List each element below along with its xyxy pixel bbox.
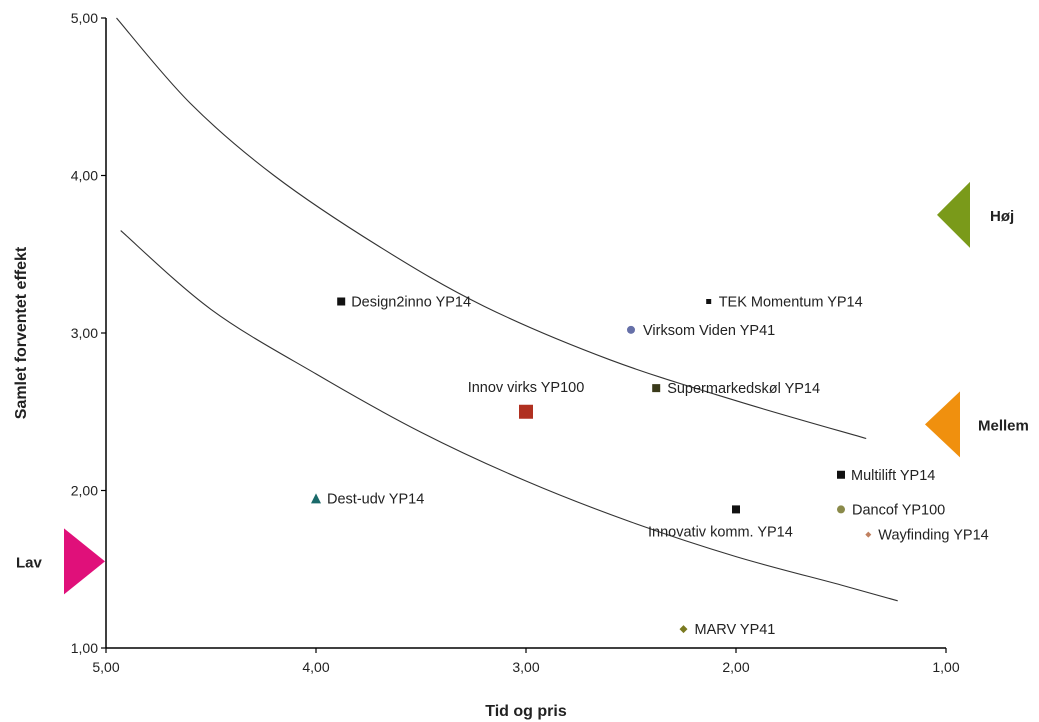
data-point-label: Design2inno YP14 [351,295,471,311]
region-høj-triangle [937,181,970,248]
tick-marks: 1,00 2,00 3,00 4,00 5,00 5,00 4,00 3,00 2,00 1,00 [71,10,960,675]
data-point-marker [865,531,872,538]
data-point-marker [732,505,740,514]
data-point-label: Innov virks YP100 [468,380,585,396]
data-point-label: Multilift YP14 [851,468,935,484]
data-point-marker [837,470,845,479]
threshold-curves [116,17,898,602]
data-points: Design2inno YP14 TEK Momentum YP14 Virksom… [311,295,989,638]
data-point-marker [337,297,346,306]
region-mellem-triangle [925,391,960,458]
x-axis-title: Tid og pris [485,703,567,720]
x-tick-label: 5,00 [92,659,119,675]
lower-threshold-curve [120,230,898,602]
x-tick-label: 2,00 [722,659,749,675]
data-point-marker [837,505,845,514]
upper-threshold-curve [116,17,867,440]
region-markers: Høj Mellem Lav [16,181,1029,595]
data-point-label: Supermarkedskøl YP14 [667,381,820,397]
data-point-label: MARV YP41 [695,622,776,638]
data-point-label: TEK Momentum YP14 [719,295,863,311]
data-point-label: Wayfinding YP14 [878,528,988,544]
y-tick-label: 5,00 [71,10,98,26]
y-axis-title: Samlet forventet effekt [13,246,30,419]
data-point-marker [652,384,661,393]
data-point-marker [311,493,321,504]
y-tick-label: 3,00 [71,325,98,341]
y-tick-label: 2,00 [71,483,98,499]
data-point-marker [519,404,533,419]
data-point-label: Dest-udv YP14 [327,491,424,507]
data-point-label: Dancof YP100 [852,502,945,518]
data-point-label: Virksom Viden YP41 [643,323,775,339]
y-tick-label: 1,00 [71,640,98,656]
axes [105,18,946,649]
data-point-marker [627,325,635,334]
x-tick-label: 4,00 [302,659,329,675]
region-label: Mellem [978,417,1029,434]
x-tick-label: 3,00 [512,659,539,675]
region-label: Høj [990,208,1014,225]
data-point-marker [679,625,688,634]
x-tick-label: 1,00 [932,659,959,675]
region-lav-triangle [64,528,105,595]
y-tick-label: 4,00 [71,168,98,184]
data-point-marker [706,299,712,304]
region-label: Lav [16,554,43,571]
data-point-label: Innovativ komm. YP14 [648,524,793,540]
